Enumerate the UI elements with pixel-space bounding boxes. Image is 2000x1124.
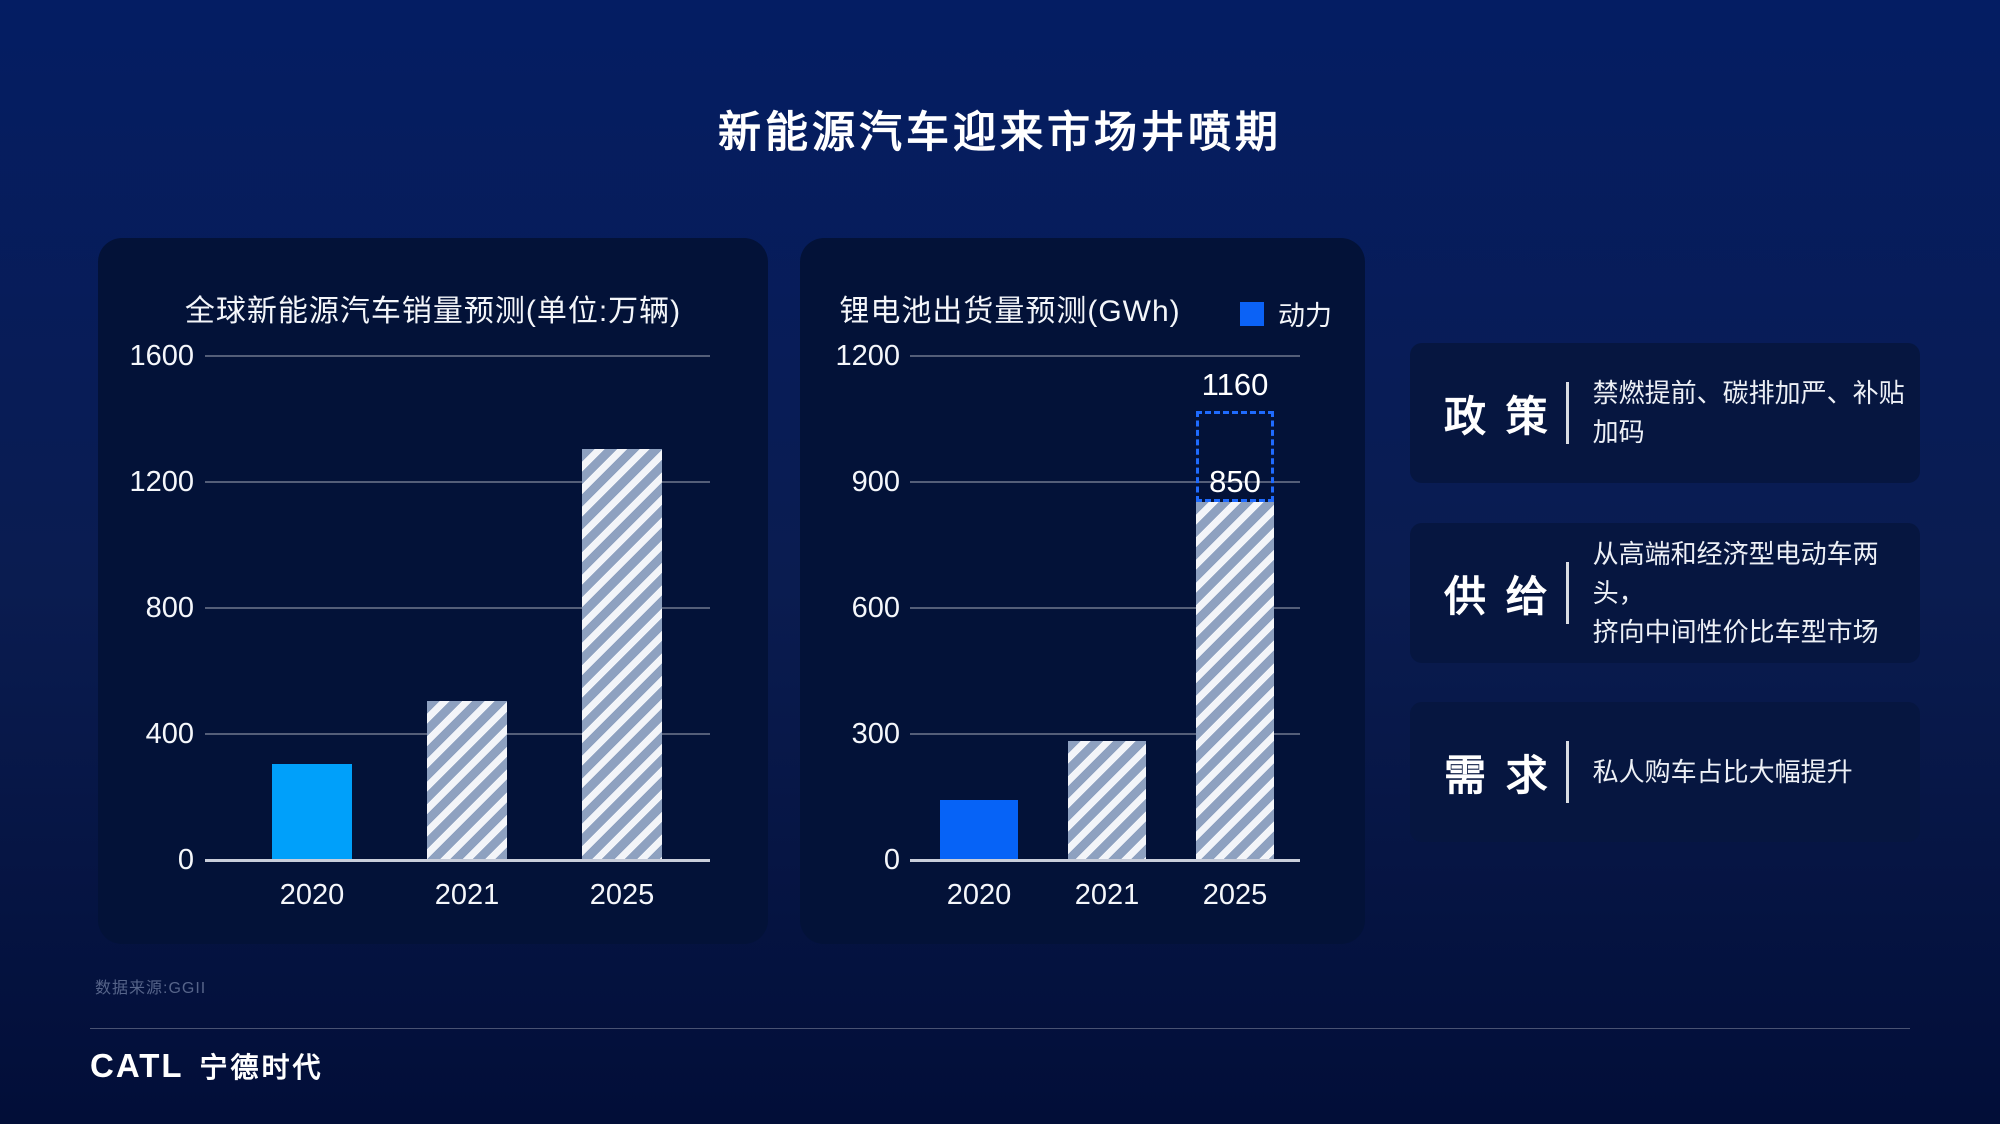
bar-2020 [272, 764, 352, 859]
y-tick-label: 1200 [835, 340, 900, 372]
factor-panel-policy: 政 策 禁燃提前、碳排加严、补贴加码 [1410, 343, 1920, 483]
x-axis-line [205, 859, 710, 862]
gridline [205, 607, 710, 609]
catl-logo-chinese: 宁德时代 [199, 1052, 324, 1083]
x-axis-line [910, 859, 1300, 862]
y-tick-label: 900 [851, 466, 900, 498]
factor-label-policy: 政 策 [1444, 392, 1552, 440]
data-source-note: 数据来源:GGII [95, 980, 207, 997]
gridline [910, 607, 1300, 609]
page-title: 新能源汽车迎来市场井喷期 [718, 109, 1282, 157]
y-tick-label: 600 [851, 592, 900, 624]
x-tick-label: 2021 [1074, 879, 1140, 911]
x-tick-label: 2025 [1202, 879, 1268, 911]
gridline [205, 355, 710, 357]
factor-panel-demand: 需 求 私人购车占比大幅提升 [1410, 702, 1920, 842]
y-tick-label: 300 [851, 718, 900, 750]
catl-logo: CATL 宁德时代 [90, 1046, 324, 1086]
legend-swatch-power-icon [1240, 301, 1264, 326]
factor-desc-demand: 私人购车占比大幅提升 [1592, 756, 1853, 787]
footer-divider [90, 1028, 1910, 1029]
gridline [205, 481, 710, 483]
bar-2021 [427, 701, 507, 859]
y-tick-label: 400 [145, 718, 194, 750]
bar-2021 [1068, 741, 1146, 859]
chart-card-sales: 全球新能源汽车销量预测(单位:万辆) 1600 1200 800 400 0 2020 20… [98, 238, 768, 944]
y-tick-label: 1600 [129, 340, 194, 372]
divider [1565, 562, 1569, 624]
projection-value-label: 1160 [1201, 367, 1269, 402]
bar-value-label: 850 [1209, 464, 1261, 499]
bar-2025 [582, 449, 662, 859]
chart-title-battery: 锂电池出货量预测(GWh) [839, 295, 1181, 328]
catl-logo-text: CATL [90, 1047, 184, 1084]
projection-dashed-box [1196, 411, 1274, 502]
x-tick-label: 2020 [946, 879, 1012, 911]
factor-panel-supply: 供 给 从高端和经济型电动车两头， 挤向中间性价比车型市场 [1410, 523, 1920, 663]
y-tick-label: 0 [883, 844, 900, 876]
divider [1565, 741, 1569, 803]
y-tick-label: 800 [145, 592, 194, 624]
sales-chart-plot: 1600 1200 800 400 0 2020 2021 2025 [98, 238, 768, 944]
factor-desc-supply: 从高端和经济型电动车两头， 挤向中间性价比车型市场 [1592, 538, 1879, 647]
factor-label-supply: 供 给 [1444, 572, 1552, 620]
divider [1565, 382, 1569, 444]
gridline [910, 481, 1300, 483]
factor-label-demand: 需 求 [1444, 751, 1552, 799]
x-tick-label: 2021 [434, 879, 500, 911]
legend: 动力 [1240, 294, 1332, 333]
battery-chart-plot: 1200 900 600 300 0 2020 2021 2025 850 1160 [800, 238, 1365, 944]
x-tick-label: 2020 [279, 879, 345, 911]
bar-2020 [940, 800, 1018, 859]
chart-title-sales: 全球新能源汽车销量预测(单位:万辆) [184, 295, 682, 328]
gridline [910, 355, 1300, 357]
bar-2025 [1196, 502, 1274, 859]
y-tick-label: 0 [177, 844, 194, 876]
chart-card-battery: 锂电池出货量预测(GWh) 动力 1200 900 600 300 0 2020 2021 2… [800, 238, 1365, 944]
y-tick-label: 1200 [129, 466, 194, 498]
legend-label-power: 动力 [1278, 301, 1332, 331]
factor-desc-policy: 禁燃提前、碳排加严、补贴加码 [1592, 378, 1905, 447]
x-tick-label: 2025 [589, 879, 655, 911]
gridline [910, 733, 1300, 735]
